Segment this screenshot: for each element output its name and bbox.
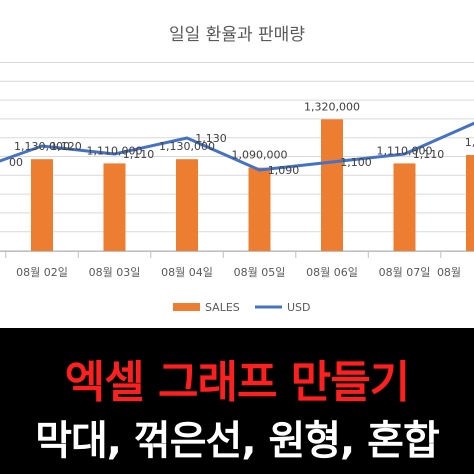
sales-bar — [321, 119, 343, 251]
legend-label-sales: SALES — [205, 301, 240, 314]
sales-data-label: 1,090,000 — [232, 149, 288, 162]
data-labels: 1,130,000 1,110,000 1,130,000 1,090,000 1,32… — [9, 100, 474, 177]
usd-data-label: 1,120 — [50, 140, 82, 153]
category-label: 08월 04일 — [161, 265, 213, 279]
sales-data-label: 1,320,000 — [304, 100, 360, 113]
category-label: 08월 02일 — [16, 265, 68, 279]
legend-label-usd: USD — [287, 301, 311, 314]
sales-data-label: 1,110,000 — [377, 144, 433, 157]
usd-data-label: 1,110 — [123, 148, 155, 161]
usd-data-label: 00 — [9, 156, 23, 169]
usd-data-label: 1,130 — [195, 132, 227, 145]
sales-bar — [248, 167, 271, 251]
category-label: 08월 — [437, 266, 461, 279]
title-banner: 엑셀 그래프 만들기 막대, 꺾은선, 원형, 혼합 — [0, 328, 474, 474]
category-label: 08월 07일 — [379, 265, 431, 279]
sales-bar — [103, 163, 126, 251]
category-axis: 08월 02일 08월 03일 08월 04일 08월 05일 08월 06일 08월 0… — [5, 251, 461, 279]
sales-bars — [31, 119, 474, 251]
legend: SALES USD — [173, 301, 311, 314]
category-label: 08월 03일 — [89, 265, 141, 279]
category-label: 08월 05일 — [234, 265, 286, 279]
usd-data-label: 1,100 — [340, 156, 372, 169]
combo-chart: 1,130,000 1,110,000 1,130,000 1,090,000 1,32… — [0, 25, 474, 314]
usd-data-label: 1,110 — [413, 148, 445, 161]
usd-line — [0, 121, 474, 172]
banner-subtitle: 막대, 꺾은선, 원형, 혼합 — [35, 418, 440, 464]
sales-bar — [31, 159, 53, 251]
usd-line-path — [0, 121, 474, 172]
chart-title: 일일 환율과 판매량 — [169, 25, 305, 45]
chart-area: 1,130,000 1,110,000 1,130,000 1,090,000 1,32… — [0, 25, 474, 314]
category-label: 08월 06일 — [306, 265, 358, 279]
legend-swatch-sales — [173, 303, 200, 311]
sales-data-label: 1,130,000 — [159, 140, 215, 153]
sales-bar — [176, 159, 198, 251]
usd-data-label: 1,090 — [268, 164, 300, 177]
sales-data-label: 1,15 — [465, 136, 474, 149]
sales-data-label: 1,130,000 — [14, 140, 70, 153]
sales-data-label: 1,110,000 — [87, 144, 143, 157]
banner-title: 엑셀 그래프 만들기 — [64, 357, 410, 408]
sales-bar — [393, 163, 416, 251]
sales-bar — [466, 155, 474, 251]
